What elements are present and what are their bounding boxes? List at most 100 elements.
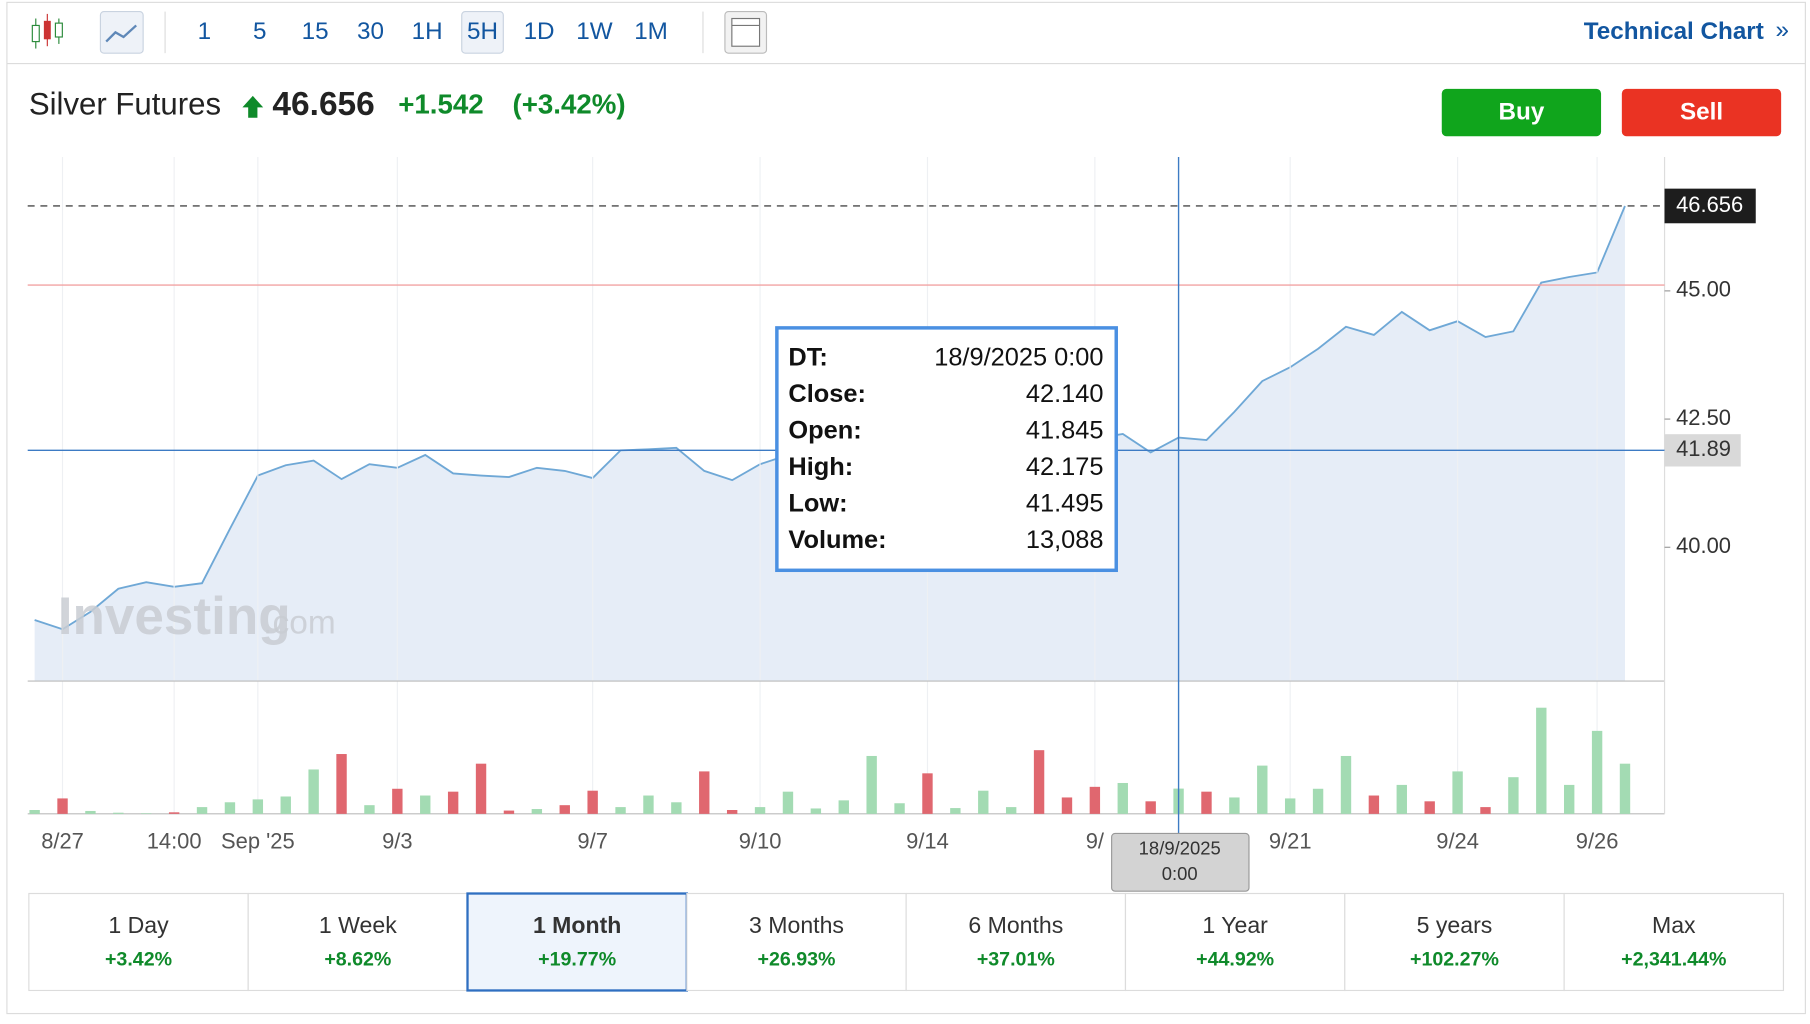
period-change[interactable]: +26.93% bbox=[758, 949, 836, 971]
period-change[interactable]: +19.77% bbox=[538, 949, 616, 971]
price-change: +1.542 bbox=[398, 89, 483, 120]
x-tick-label: 9/3 bbox=[382, 829, 412, 854]
interval-button[interactable]: 5H bbox=[467, 18, 498, 45]
line-chart-icon[interactable] bbox=[99, 11, 144, 54]
period-change[interactable]: +8.62% bbox=[324, 949, 391, 971]
interval-button[interactable]: 1W bbox=[576, 18, 612, 45]
x-tick-label: 9/24 bbox=[1436, 829, 1479, 854]
volume-bar bbox=[587, 790, 598, 814]
volume-bar bbox=[810, 808, 822, 814]
instrument-title: Silver Futures bbox=[29, 86, 221, 121]
volume-bar bbox=[1591, 730, 1603, 814]
crosshair-price-label: 41.89 bbox=[1676, 436, 1731, 461]
technical-chart-arrow[interactable]: » bbox=[1776, 17, 1789, 44]
period-name[interactable]: 1 Month bbox=[533, 912, 621, 938]
volume-bar bbox=[1619, 763, 1631, 814]
period-tab[interactable] bbox=[466, 892, 688, 992]
period-tab[interactable] bbox=[1124, 892, 1346, 992]
tooltip-box bbox=[775, 326, 1118, 573]
period-name[interactable]: 1 Day bbox=[108, 912, 169, 938]
period-change[interactable]: +102.27% bbox=[1410, 949, 1499, 971]
volume-bar bbox=[475, 763, 487, 814]
volume-bar bbox=[308, 769, 319, 814]
icon-body bbox=[43, 20, 51, 40]
volume-bar bbox=[643, 795, 654, 814]
last-price-label: 46.656 bbox=[1676, 192, 1743, 217]
volume-bar bbox=[1117, 782, 1128, 814]
period-name[interactable]: 1 Year bbox=[1202, 912, 1268, 938]
volume-bar bbox=[1005, 807, 1017, 814]
period-name[interactable]: 1 Week bbox=[319, 912, 397, 938]
volume-bar bbox=[838, 800, 849, 814]
volume-bar bbox=[196, 807, 208, 814]
period-tab[interactable] bbox=[247, 892, 469, 992]
last-price-badge bbox=[1664, 188, 1756, 224]
period-tab[interactable] bbox=[28, 892, 249, 992]
sell-label[interactable]: Sell bbox=[1680, 99, 1723, 126]
layout-icon[interactable] bbox=[724, 11, 768, 54]
tooltip-value: 41.495 bbox=[1026, 490, 1104, 518]
volume-bar bbox=[141, 813, 152, 814]
volume-bar bbox=[503, 810, 515, 814]
crosshair-date: 18/9/2025 bbox=[1139, 838, 1221, 859]
period-name[interactable]: Max bbox=[1652, 912, 1696, 938]
period-change[interactable]: +44.92% bbox=[1196, 949, 1274, 971]
volume-bar bbox=[168, 812, 180, 814]
period-tab[interactable] bbox=[1344, 892, 1565, 992]
x-tick-label: 9/21 bbox=[1269, 829, 1312, 854]
tooltip-label: High: bbox=[788, 453, 853, 481]
volume-bar bbox=[1257, 765, 1268, 814]
volume-bar bbox=[950, 808, 961, 814]
interval-button[interactable]: 1H bbox=[412, 18, 443, 45]
volume-bar bbox=[336, 754, 347, 814]
candlestick-icon[interactable] bbox=[31, 13, 63, 49]
tooltip-label: DT: bbox=[788, 344, 827, 372]
volume-bar bbox=[85, 810, 96, 814]
period-change[interactable]: +37.01% bbox=[977, 949, 1055, 971]
volume-bar bbox=[1396, 784, 1407, 814]
icon-body bbox=[54, 22, 63, 38]
period-tab[interactable] bbox=[905, 892, 1127, 992]
interval-button[interactable]: 1 bbox=[198, 18, 211, 45]
volume-bar bbox=[1424, 801, 1435, 814]
x-tick-label: 14:00 bbox=[147, 829, 202, 854]
sell-button[interactable] bbox=[1621, 88, 1782, 137]
volume-bar bbox=[113, 812, 124, 814]
volume-bar bbox=[866, 755, 877, 814]
interval-button[interactable]: 1D bbox=[524, 18, 555, 45]
volume-bar bbox=[1033, 750, 1045, 814]
volume-bar bbox=[1368, 795, 1380, 814]
technical-chart-link[interactable]: Technical Chart bbox=[1584, 18, 1764, 45]
period-name[interactable]: 6 Months bbox=[968, 912, 1063, 938]
volume-bar bbox=[978, 790, 989, 814]
volume-bar bbox=[57, 798, 68, 814]
period-name[interactable]: 5 years bbox=[1417, 912, 1493, 938]
interval-button[interactable]: 1M bbox=[634, 18, 668, 45]
interval-button[interactable]: 15 bbox=[302, 18, 329, 45]
x-tick-label: 9/26 bbox=[1576, 829, 1619, 854]
volume-bar bbox=[726, 809, 738, 814]
icon-body bbox=[31, 24, 40, 43]
x-tick-label: 9/ bbox=[1086, 829, 1105, 854]
x-tick-label: 9/14 bbox=[906, 829, 949, 854]
volume-bar bbox=[1284, 798, 1296, 814]
volume-bar bbox=[29, 809, 40, 814]
period-change[interactable]: +3.42% bbox=[105, 949, 172, 971]
tooltip-value: 18/9/2025 0:00 bbox=[934, 344, 1103, 372]
period-tab[interactable] bbox=[1563, 892, 1785, 992]
crosshair-time: 0:00 bbox=[1162, 863, 1198, 884]
interval-button[interactable]: 5 bbox=[253, 18, 266, 45]
volume-bar bbox=[699, 771, 710, 814]
x-tick-label: 9/7 bbox=[577, 829, 607, 854]
buy-button[interactable] bbox=[1441, 88, 1602, 137]
buy-label[interactable]: Buy bbox=[1499, 99, 1545, 126]
period-name[interactable]: 3 Months bbox=[749, 912, 844, 938]
interval-button[interactable]: 30 bbox=[357, 18, 384, 45]
volume-bar bbox=[615, 807, 626, 814]
period-change[interactable]: +2,341.44% bbox=[1621, 949, 1726, 971]
volume-bar bbox=[1508, 777, 1519, 814]
volume-bar bbox=[1089, 786, 1101, 814]
crosshair-price-badge bbox=[1664, 434, 1741, 467]
period-tab[interactable] bbox=[686, 892, 907, 992]
